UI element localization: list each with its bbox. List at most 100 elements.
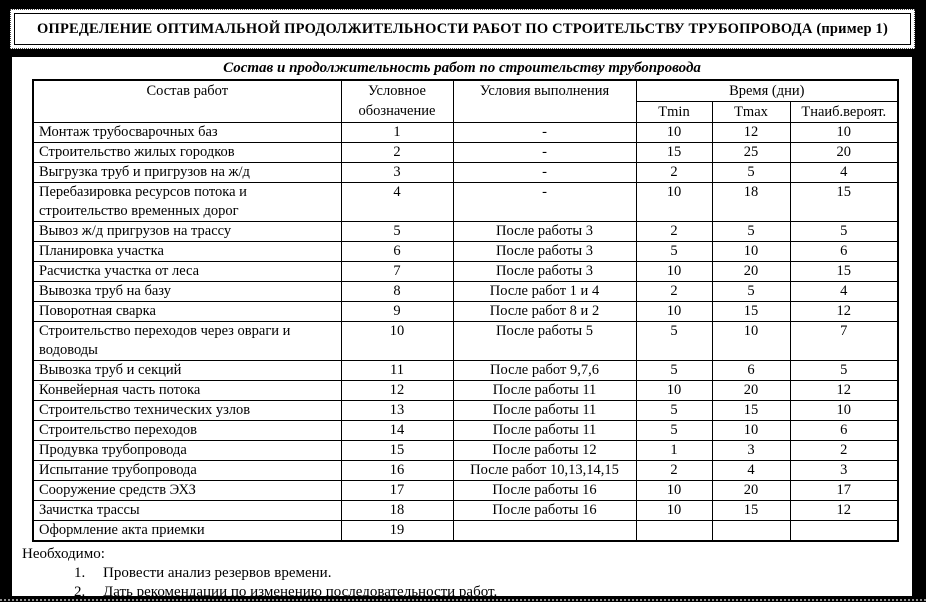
tmax-cell: 25 xyxy=(711,142,791,163)
work-cell: Строительство переходов xyxy=(32,420,342,441)
symbol-cell: 5 xyxy=(340,221,454,242)
table-row: Конвейерная часть потока 12 После работы 1… xyxy=(32,380,899,401)
conditions-cell: После работ 1 и 4 xyxy=(452,281,637,302)
footer-item-number: 2. xyxy=(74,584,86,600)
tprob-cell: 6 xyxy=(789,241,899,262)
page-bottom-dotted-line xyxy=(0,599,926,601)
tprob-cell: 10 xyxy=(789,400,899,421)
tmax-cell: 12 xyxy=(711,122,791,143)
table-row: Вывоз ж/д пригрузов на трассу 5 После рабо… xyxy=(32,221,899,242)
tprob-cell: 2 xyxy=(789,440,899,461)
symbol-cell: 16 xyxy=(340,460,454,481)
symbol-cell: 18 xyxy=(340,500,454,521)
tprob-cell xyxy=(789,520,899,542)
tmin-cell: 1 xyxy=(635,440,713,461)
table-row: Строительство технических узлов 13 После р… xyxy=(32,400,899,421)
conditions-cell: После работы 12 xyxy=(452,440,637,461)
work-cell: Испытание трубопровода xyxy=(32,460,342,481)
tmin-cell: 5 xyxy=(635,420,713,441)
tmin-cell: 2 xyxy=(635,281,713,302)
work-cell: Поворотная сварка xyxy=(32,301,342,322)
work-cell: Выгрузка труб и пригрузов на ж/д xyxy=(32,162,342,183)
table-row: Продувка трубопровода 15 После работы 12 1 3… xyxy=(32,440,899,461)
work-cell: Сооружение средств ЭХЗ xyxy=(32,480,342,501)
symbol-cell: 15 xyxy=(340,440,454,461)
tprob-cell: 3 xyxy=(789,460,899,481)
symbol-cell: 1 xyxy=(340,122,454,143)
conditions-cell: - xyxy=(452,142,637,163)
work-cell: Планировка участка xyxy=(32,241,342,262)
work-cell: Продувка трубопровода xyxy=(32,440,342,461)
tprob-cell: 6 xyxy=(789,420,899,441)
conditions-cell: - xyxy=(452,162,637,183)
table-row: Строительство переходов через овраги и в… xyxy=(32,321,899,361)
work-cell: Расчистка участка от леса xyxy=(32,261,342,282)
table-row: Перебазировка ресурсов потока и строител… xyxy=(32,182,899,222)
conditions-cell: - xyxy=(452,122,637,143)
symbol-cell: 3 xyxy=(340,162,454,183)
tmax-cell xyxy=(711,520,791,542)
conditions-cell: После работы 3 xyxy=(452,221,637,242)
tmin-cell: 5 xyxy=(635,241,713,262)
table-row: Зачистка трассы 18 После работы 16 10 15 12 xyxy=(32,500,899,521)
conditions-cell: - xyxy=(452,182,637,222)
table-row: Выгрузка труб и пригрузов на ж/д 3-2 5 4 xyxy=(32,162,899,183)
tmax-cell: 5 xyxy=(711,221,791,242)
tmax-cell: 10 xyxy=(711,241,791,262)
work-table: Состав работ Условное обозначение Услови… xyxy=(32,79,900,542)
tmin-cell: 5 xyxy=(635,321,713,361)
conditions-cell: После работ 10,13,14,15 xyxy=(452,460,637,481)
conditions-cell: После работы 11 xyxy=(452,400,637,421)
tmax-cell: 15 xyxy=(711,500,791,521)
conditions-cell: После работ 9,7,6 xyxy=(452,360,637,381)
work-cell: Строительство переходов через овраги и в… xyxy=(32,321,342,361)
symbol-cell: 10 xyxy=(340,321,454,361)
tprob-cell: 15 xyxy=(789,182,899,222)
symbol-cell: 13 xyxy=(340,400,454,421)
conditions-cell: После работы 11 xyxy=(452,380,637,401)
conditions-cell: После работы 3 xyxy=(452,261,637,282)
table-row: Строительство жилых городков 2-15 25 20 xyxy=(32,142,899,163)
tmax-cell: 20 xyxy=(711,261,791,282)
table-row: Монтаж трубосварочных баз 1-10 12 10 xyxy=(32,122,899,143)
tmin-cell: 10 xyxy=(635,122,713,143)
tmax-cell: 3 xyxy=(711,440,791,461)
tprob-cell: 4 xyxy=(789,281,899,302)
table-row: Строительство переходов 14 После работы 11… xyxy=(32,420,899,441)
tmax-cell: 4 xyxy=(711,460,791,481)
work-cell: Перебазировка ресурсов потока и строител… xyxy=(32,182,342,222)
footer-list: 1. Провести анализ резервов времени. 2. Дат… xyxy=(22,564,912,602)
tmax-cell: 20 xyxy=(711,380,791,401)
tprob-cell: 10 xyxy=(789,122,899,143)
tmax-cell: 18 xyxy=(711,182,791,222)
table-row: Планировка участка 6 После работы 3 5 10 6 xyxy=(32,241,899,262)
tprob-cell: 12 xyxy=(789,301,899,322)
tmin-cell: 10 xyxy=(635,500,713,521)
tmax-cell: 15 xyxy=(711,400,791,421)
symbol-cell: 17 xyxy=(340,480,454,501)
footer-item-number: 1. xyxy=(74,565,86,581)
tmin-cell: 10 xyxy=(635,380,713,401)
col-header-tmax: Tmax xyxy=(711,101,791,123)
content-area: Состав и продолжительность работ по стро… xyxy=(12,57,912,600)
footer-item-text: Провести анализ резервов времени. xyxy=(103,565,332,581)
tmax-cell: 15 xyxy=(711,301,791,322)
work-cell: Конвейерная часть потока xyxy=(32,380,342,401)
work-cell: Строительство жилых городков xyxy=(32,142,342,163)
table-row: Сооружение средств ЭХЗ 17 После работы 16 1… xyxy=(32,480,899,501)
footer-heading: Необходимо: xyxy=(22,546,105,562)
tprob-cell: 7 xyxy=(789,321,899,361)
tprob-cell: 20 xyxy=(789,142,899,163)
footer-list-item: 1. Провести анализ резервов времени. xyxy=(22,564,912,583)
tmin-cell: 2 xyxy=(635,221,713,242)
tmin-cell: 5 xyxy=(635,360,713,381)
tmax-cell: 20 xyxy=(711,480,791,501)
title-box-inner: ОПРЕДЕЛЕНИЕ ОПТИМАЛЬНОЙ ПРОДОЛЖИТЕЛЬНОСТ… xyxy=(14,13,911,45)
tprob-cell: 5 xyxy=(789,221,899,242)
tmin-cell: 10 xyxy=(635,301,713,322)
symbol-cell: 6 xyxy=(340,241,454,262)
table-header: Состав работ Условное обозначение Услови… xyxy=(32,79,899,123)
tprob-cell: 17 xyxy=(789,480,899,501)
